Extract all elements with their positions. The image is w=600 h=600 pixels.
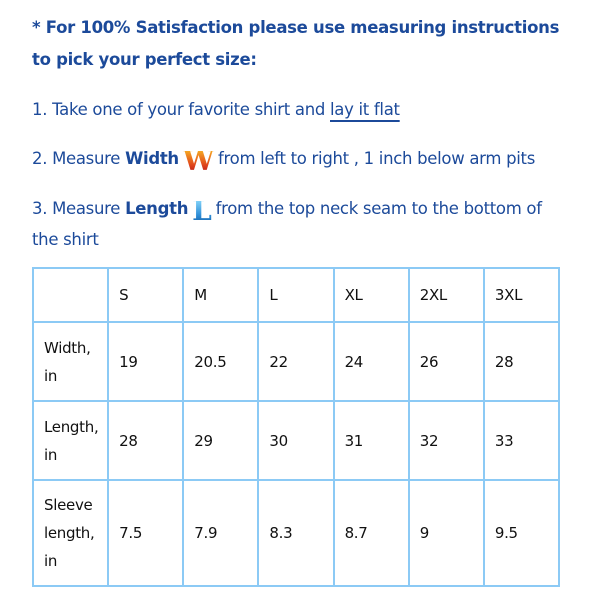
table-cell: 28: [107, 400, 185, 481]
table-cell: 31: [332, 400, 410, 481]
row-label: Sleeve length, in: [31, 479, 110, 587]
lay-it-flat-link[interactable]: lay it flat: [330, 100, 400, 119]
table-header-row: S M L XL 2XL 3XL: [31, 267, 561, 323]
table-cell: 19: [107, 321, 185, 402]
table-cell: 33: [482, 400, 561, 481]
row-label-text: Sleeve: [44, 496, 93, 514]
step-2-prefix: 2. Measure: [32, 149, 126, 168]
table-cell: 8.3: [257, 479, 335, 587]
table-cell: 9: [407, 479, 485, 587]
row-label-text: in: [44, 445, 58, 464]
step-3-bold: Length: [125, 199, 189, 218]
step-2-suffix: from left to right , 1 inch below arm pi…: [218, 149, 536, 168]
header-cell: S: [107, 267, 185, 323]
table-cell: 7.9: [182, 479, 260, 587]
step-2-bold: Width: [125, 149, 179, 168]
table-row: Sleeve length, in 7.5 7.9 8.3 8.7 9 9.5: [31, 479, 561, 587]
row-label: Width, in: [31, 321, 110, 402]
step-3-suffix: from the top neck seam to the bottom of: [215, 199, 542, 218]
table-cell: 9.5: [482, 479, 561, 587]
step-3-continued: the shirt: [32, 230, 99, 249]
step-1-text: 1. Take one of your favorite shirt and: [32, 100, 330, 119]
row-label-text: length,: [44, 524, 95, 542]
step-1: 1. Take one of your favorite shirt and l…: [32, 100, 400, 119]
table-cell: 29: [182, 400, 260, 481]
table-cell: 30: [257, 400, 335, 481]
row-label-text: in: [44, 366, 58, 385]
table-cell: 22: [257, 321, 335, 402]
header-cell: 3XL: [482, 267, 561, 323]
table-cell: 32: [407, 400, 485, 481]
intro-line-2: to pick your perfect size:: [32, 50, 257, 69]
table-cell: 20.5: [182, 321, 260, 402]
size-chart-table: S M L XL 2XL 3XL Width, in 19 20.5 22 24 …: [31, 267, 561, 587]
header-cell: L: [257, 267, 335, 323]
header-cell: [31, 267, 110, 323]
row-label-text: Length,: [44, 417, 99, 436]
length-l-icon: L: [192, 194, 212, 227]
row-label-text: in: [44, 552, 58, 570]
step-3-prefix: 3. Measure: [32, 199, 126, 218]
header-cell: 2XL: [407, 267, 485, 323]
table-cell: 7.5: [107, 479, 185, 587]
width-w-icon: W: [182, 144, 215, 177]
table-cell: 24: [332, 321, 410, 402]
table-row: Length, in 28 29 30 31 32 33: [31, 400, 561, 481]
table-cell: 26: [407, 321, 485, 402]
table-cell: 28: [482, 321, 561, 402]
header-cell: XL: [332, 267, 410, 323]
row-label: Length, in: [31, 400, 110, 481]
header-cell: M: [182, 267, 260, 323]
row-label-text: Width,: [44, 338, 91, 357]
table-cell: 8.7: [332, 479, 410, 587]
intro-line-1: * For 100% Satisfaction please use measu…: [32, 18, 560, 37]
table-row: Width, in 19 20.5 22 24 26 28: [31, 321, 561, 402]
